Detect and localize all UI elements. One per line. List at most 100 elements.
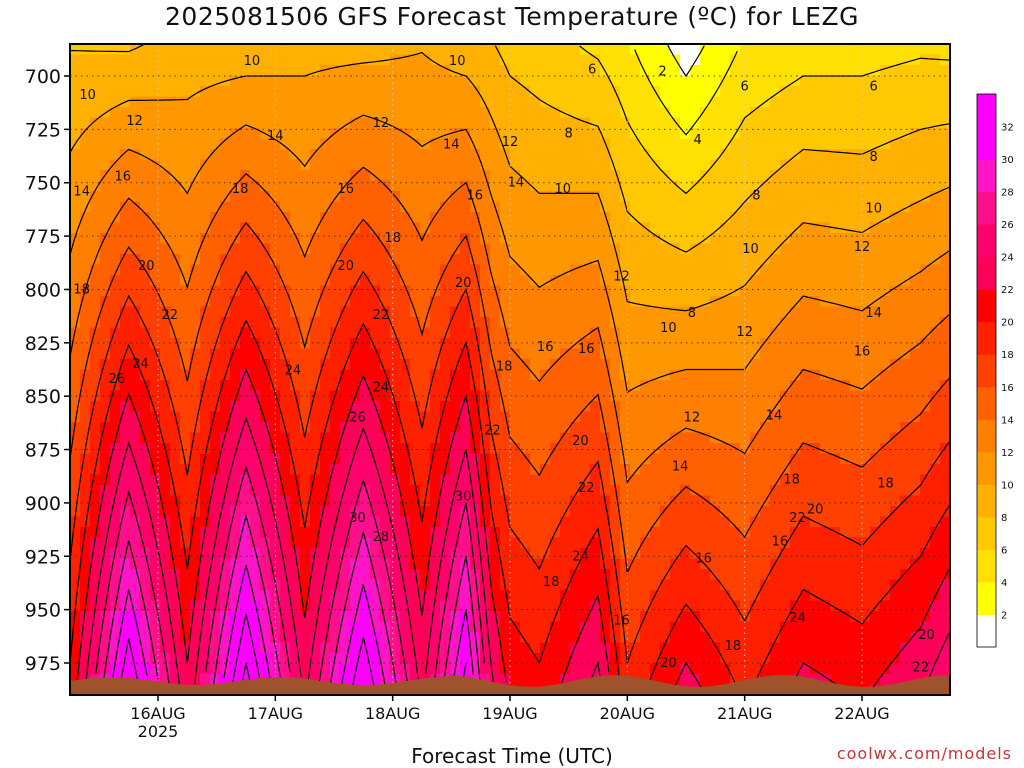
field-cell xyxy=(370,674,381,686)
field-cell xyxy=(740,159,751,171)
field-cell xyxy=(320,432,331,444)
field-cell xyxy=(600,548,611,560)
field-cell xyxy=(510,222,521,234)
field-cell xyxy=(430,180,441,192)
field-cell xyxy=(240,422,251,434)
field-cell xyxy=(510,254,521,266)
field-cell xyxy=(740,432,751,444)
field-cell xyxy=(800,138,811,150)
field-cell xyxy=(690,369,701,381)
field-cell xyxy=(520,590,531,602)
field-cell xyxy=(670,222,681,234)
field-cell xyxy=(400,65,411,77)
field-cell xyxy=(160,117,171,129)
field-cell xyxy=(120,222,131,234)
field-cell xyxy=(600,54,611,66)
field-cell xyxy=(150,159,161,171)
field-cell xyxy=(380,380,391,392)
field-cell xyxy=(780,117,791,129)
field-cell xyxy=(360,170,371,182)
field-cell xyxy=(140,75,151,87)
field-cell xyxy=(400,243,411,255)
field-cell xyxy=(160,254,171,266)
field-cell xyxy=(690,65,701,77)
field-cell xyxy=(850,86,861,98)
field-cell xyxy=(650,579,661,591)
field-cell xyxy=(530,254,541,266)
field-cell xyxy=(750,75,761,87)
field-cell xyxy=(290,611,301,623)
field-cell xyxy=(780,495,791,507)
field-cell xyxy=(90,191,101,203)
field-cell xyxy=(390,159,401,171)
field-cell xyxy=(510,117,521,129)
field-cell xyxy=(400,621,411,633)
field-cell xyxy=(820,464,831,476)
field-cell xyxy=(200,663,211,675)
field-cell xyxy=(610,548,621,560)
field-cell xyxy=(820,590,831,602)
field-cell xyxy=(220,327,231,339)
field-cell xyxy=(370,201,381,213)
field-cell xyxy=(700,117,711,129)
field-cell xyxy=(600,338,611,350)
field-cell xyxy=(740,306,751,318)
field-cell xyxy=(90,663,101,675)
field-cell xyxy=(820,527,831,539)
field-cell xyxy=(240,390,251,402)
field-cell xyxy=(860,275,871,287)
field-cell xyxy=(510,443,521,455)
field-cell xyxy=(140,306,151,318)
field-cell xyxy=(440,495,451,507)
field-cell xyxy=(210,54,221,66)
field-cell xyxy=(410,537,421,549)
field-cell xyxy=(520,621,531,633)
field-cell xyxy=(200,86,211,98)
field-cell xyxy=(120,201,131,213)
field-cell xyxy=(320,222,331,234)
field-cell xyxy=(690,422,701,434)
field-cell xyxy=(110,401,121,413)
field-cell xyxy=(370,380,381,392)
field-cell xyxy=(520,296,531,308)
field-cell xyxy=(230,516,241,528)
field-cell xyxy=(470,117,481,129)
field-cell xyxy=(250,54,261,66)
field-cell xyxy=(170,422,181,434)
field-cell xyxy=(570,558,581,570)
field-cell xyxy=(740,516,751,528)
field-cell xyxy=(290,65,301,77)
field-cell xyxy=(560,548,571,560)
field-cell xyxy=(640,138,651,150)
field-cell xyxy=(320,128,331,140)
field-cell xyxy=(520,674,531,686)
field-cell xyxy=(640,338,651,350)
field-cell xyxy=(140,359,151,371)
field-cell xyxy=(100,453,111,465)
field-cell xyxy=(630,516,641,528)
field-cell xyxy=(550,411,561,423)
field-cell xyxy=(840,44,851,56)
field-cell xyxy=(480,516,491,528)
field-cell xyxy=(290,275,301,287)
field-cell xyxy=(480,359,491,371)
field-cell xyxy=(290,411,301,423)
field-cell xyxy=(130,222,141,234)
field-cell xyxy=(280,621,291,633)
field-cell xyxy=(850,54,861,66)
field-cell xyxy=(870,380,881,392)
field-cell xyxy=(360,600,371,612)
field-cell xyxy=(820,338,831,350)
field-cell xyxy=(180,54,191,66)
field-cell xyxy=(630,422,641,434)
field-cell xyxy=(690,632,701,644)
field-cell xyxy=(550,432,561,444)
field-cell xyxy=(70,621,81,633)
field-cell xyxy=(460,264,471,276)
field-cell xyxy=(160,369,171,381)
field-cell xyxy=(720,642,731,654)
field-cell xyxy=(500,674,511,686)
field-cell xyxy=(670,180,681,192)
field-cell xyxy=(840,149,851,161)
field-cell xyxy=(470,537,481,549)
